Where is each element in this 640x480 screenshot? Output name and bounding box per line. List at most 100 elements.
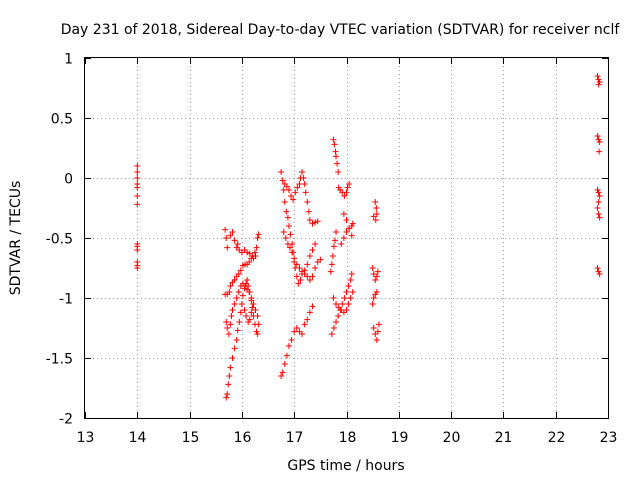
data-point [226, 289, 233, 295]
data-point [225, 381, 232, 388]
data-point [223, 394, 230, 401]
x-tick-label: 13 [77, 430, 95, 446]
data-point [283, 208, 290, 215]
data-point [134, 163, 141, 169]
data-point [312, 219, 319, 226]
data-point [369, 265, 376, 271]
data-point [299, 169, 306, 175]
chart-title: Day 231 of 2018, Sidereal Day-to-day VTE… [61, 22, 621, 38]
data-point [227, 364, 234, 371]
data-point [293, 325, 300, 331]
data-point [245, 283, 252, 289]
data-point [333, 229, 340, 235]
data-point [280, 229, 287, 235]
data-point [343, 229, 350, 235]
data-point [283, 183, 290, 190]
data-point [282, 235, 289, 241]
data-point [373, 211, 380, 217]
data-point [596, 148, 603, 155]
data-point [304, 316, 311, 323]
y-axis-label: SDTVAR / TECUs [8, 181, 24, 296]
data-point [595, 189, 602, 196]
data-point [250, 313, 257, 319]
data-point [333, 153, 340, 160]
data-point [347, 295, 354, 301]
data-point [293, 261, 300, 268]
y-tick-label: -1.5 [46, 352, 73, 368]
data-point [134, 175, 141, 181]
data-point [233, 337, 240, 343]
y-tick-label: 0.5 [51, 112, 73, 128]
data-point [373, 289, 380, 295]
data-point [306, 217, 313, 223]
data-point [594, 265, 601, 271]
data-point [229, 355, 236, 361]
data-point [231, 277, 238, 283]
data-point [333, 319, 340, 325]
data-point [335, 169, 342, 175]
x-tick-label: 19 [391, 430, 409, 446]
data-point [596, 214, 603, 221]
data-point [284, 241, 291, 247]
data-point [304, 273, 311, 280]
data-point [372, 217, 379, 223]
data-point [314, 218, 321, 225]
data-point [304, 199, 311, 205]
data-point [595, 199, 602, 205]
data-point [134, 184, 141, 191]
data-point [343, 289, 350, 295]
data-point [248, 297, 255, 304]
data-point [594, 73, 601, 79]
data-point [237, 309, 244, 316]
data-point [370, 213, 377, 220]
data-point [290, 196, 297, 203]
data-point [345, 301, 352, 307]
data-point [134, 265, 141, 271]
data-point [343, 217, 350, 223]
data-point [348, 232, 355, 239]
data-point [312, 241, 319, 247]
data-point [223, 319, 230, 325]
data-point [373, 337, 380, 343]
data-point [229, 307, 236, 313]
data-point [341, 193, 348, 199]
data-point [343, 307, 350, 313]
data-point [349, 220, 356, 227]
data-point [348, 271, 355, 277]
data-point [594, 133, 601, 139]
data-point [374, 268, 381, 275]
data-point [328, 331, 335, 337]
data-point [288, 193, 295, 199]
data-point [372, 199, 379, 205]
data-point [297, 277, 304, 283]
data-points [134, 73, 603, 401]
data-point [254, 235, 261, 241]
x-tick-labels: 13 14 15 16 17 18 19 20 21 22 23 [77, 430, 618, 446]
data-point [343, 189, 350, 196]
data-point [370, 295, 377, 301]
data-point [349, 289, 356, 295]
data-point [237, 267, 244, 274]
data-point [596, 139, 603, 145]
data-point [299, 331, 306, 337]
data-point [340, 211, 347, 217]
data-point [279, 177, 286, 184]
data-point [370, 271, 377, 277]
data-point [372, 277, 379, 283]
data-point [596, 271, 603, 277]
data-point [243, 313, 250, 319]
data-point [330, 243, 337, 250]
data-point [373, 273, 380, 280]
data-point [330, 325, 337, 331]
data-point [309, 303, 316, 310]
data-point [287, 244, 294, 251]
data-point [309, 273, 316, 280]
data-point [300, 175, 307, 181]
data-point [345, 283, 352, 289]
data-point [346, 181, 353, 187]
data-point [253, 244, 260, 251]
data-point [231, 237, 238, 244]
data-point [134, 201, 141, 208]
data-point [283, 352, 290, 359]
x-tick-label: 17 [286, 430, 304, 446]
